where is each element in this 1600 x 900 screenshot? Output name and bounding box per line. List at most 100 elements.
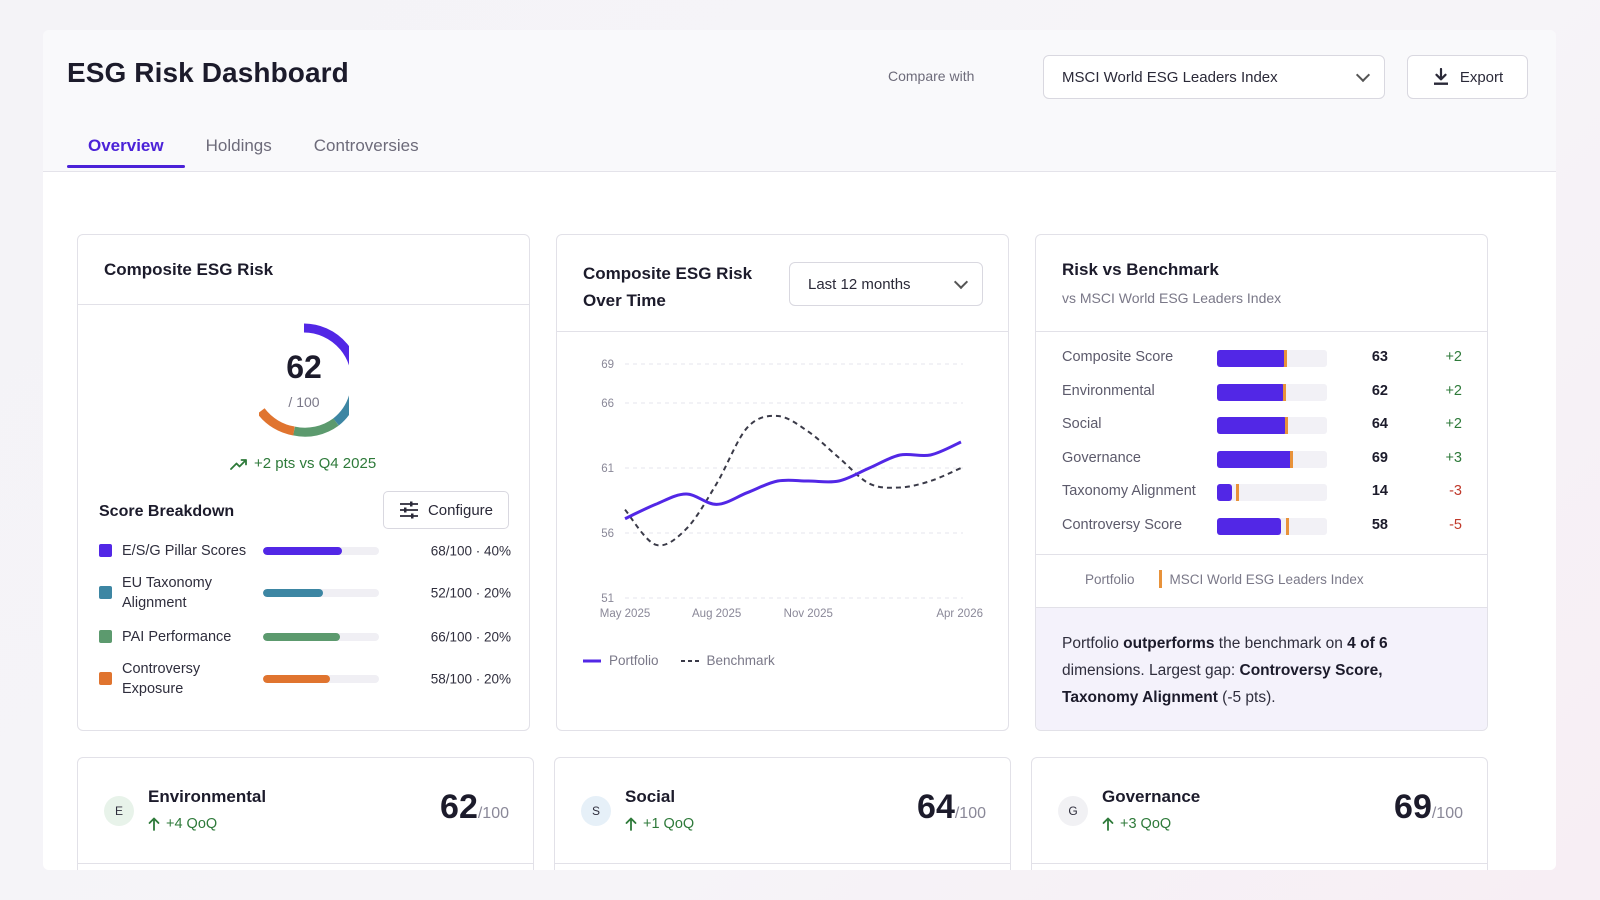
benchmark-insight: Portfolio outperforms the benchmark on 4… (1036, 607, 1487, 730)
range-select[interactable]: Last 12 months (789, 262, 983, 306)
configure-button[interactable]: Configure (383, 491, 509, 529)
breakdown-title: Score Breakdown (99, 503, 235, 520)
pillar-card-top: S Social +1 QoQ 64/100 (555, 758, 1010, 864)
chart-legend: Portfolio Benchmark (583, 653, 775, 668)
benchmark-row-label: Controversy Score (1062, 517, 1183, 533)
y-tick-label: 66 (601, 398, 614, 410)
benchmark-select[interactable]: MSCI World ESG Leaders Index (1043, 55, 1385, 99)
y-tick-label: 61 (601, 463, 614, 475)
download-icon (1433, 68, 1448, 85)
portfolio-bar (1217, 451, 1293, 468)
benchmark-row-delta: -3 (1449, 483, 1462, 499)
benchmark-legend: Portfolio MSCI World ESG Leaders Index (1085, 570, 1364, 588)
legend-label-portfolio: Portfolio (1085, 571, 1135, 587)
composite-score-max: / 100 (288, 394, 320, 410)
breakdown-row: E/S/G Pillar Scores 68/100 · 40% (99, 531, 511, 571)
legend-swatch-portfolio (583, 659, 601, 662)
benchmark-row: Governance 69 +3 (1062, 444, 1462, 474)
x-tick-label: Nov 2025 (784, 608, 833, 620)
breakdown-swatch (99, 630, 112, 643)
header: ESG Risk Dashboard Compare with MSCI Wor… (43, 30, 1556, 172)
benchmark-row-label: Environmental (1062, 383, 1155, 399)
pillar-card-top: E Environmental +4 QoQ 62/100 (78, 758, 533, 864)
benchmark-row: Environmental 62 +2 (1062, 377, 1462, 407)
pillar-card-social[interactable]: S Social +1 QoQ 64/100 (554, 757, 1011, 870)
arrow-up-icon (625, 817, 637, 831)
pillar-qoq: +4 QoQ (148, 816, 217, 832)
breakdown-bar-fill (263, 547, 342, 555)
benchmark-marker-swatch (1158, 570, 1162, 588)
benchmark-row-delta: +3 (1445, 450, 1462, 466)
breakdown-label: EU Taxonomy Alignment (122, 575, 212, 611)
portfolio-bar (1217, 417, 1287, 434)
x-tick-label: Apr 2026 (936, 608, 983, 620)
benchmark-select-value: MSCI World ESG Leaders Index (1062, 68, 1278, 86)
benchmark-row-value: 14 (1371, 483, 1388, 499)
pillar-badge: G (1058, 796, 1088, 826)
benchmark-row-value: 69 (1371, 450, 1388, 466)
benchmark-bar-track (1217, 484, 1327, 501)
pillar-card-governance[interactable]: G Governance +3 QoQ 69/100 (1031, 757, 1488, 870)
card-title: Risk vs Benchmark (1062, 260, 1219, 279)
benchmark-row: Social 64 +2 (1062, 410, 1462, 440)
pillar-score: 62/100 (440, 788, 509, 827)
configure-label: Configure (427, 501, 494, 519)
x-tick-label: May 2025 (600, 608, 651, 620)
pillar-score-max: /100 (477, 805, 509, 822)
insight-text: (-5 pts). (1217, 689, 1276, 706)
divider (1036, 554, 1487, 555)
breakdown-value: 58/100 · 20% (430, 671, 511, 687)
pillar-name: Governance (1102, 787, 1201, 806)
benchmark-bar-track (1217, 384, 1327, 401)
sliders-icon (399, 501, 418, 519)
arrow-up-icon (148, 817, 160, 831)
benchmark-marker (1285, 417, 1288, 434)
card-title: Composite ESG Risk Over Time (583, 264, 753, 310)
benchmark-row-delta: -5 (1449, 517, 1462, 533)
donut-segment-pillar (303, 323, 349, 366)
pillar-score-value: 64 (917, 788, 955, 826)
breakdown-bar-track (263, 547, 379, 555)
breakdown-swatch (99, 586, 112, 599)
breakdown-value: 66/100 · 20% (430, 629, 511, 645)
insight-text: the benchmark on (1214, 635, 1348, 652)
pillar-card-environmental[interactable]: E Environmental +4 QoQ 62/100 (77, 757, 534, 870)
benchmark-row: Taxonomy Alignment 14 -3 (1062, 477, 1462, 507)
breakdown-value: 52/100 · 20% (430, 585, 511, 601)
insight-emphasis: 4 of 6 (1347, 635, 1388, 652)
compare-label: Compare with (888, 68, 975, 84)
breakdown-value: 68/100 · 40% (430, 543, 511, 559)
donut-segment-pai (293, 418, 339, 437)
pillar-qoq-text: +3 QoQ (1120, 816, 1172, 832)
composite-trend: +2 pts vs Q4 2025 (230, 455, 376, 472)
breakdown-bar-track (263, 589, 379, 597)
legend-item-benchmark: Benchmark (680, 653, 775, 668)
tab-bar: Overview Holdings Controversies (67, 126, 440, 172)
pillar-score: 64/100 (917, 788, 986, 827)
card-header: Composite ESG Risk (78, 235, 529, 305)
card-header: Composite ESG Risk Over Time Last 12 mon… (557, 235, 1008, 332)
x-tick-label: Aug 2025 (692, 608, 741, 620)
tab-controversies[interactable]: Controversies (313, 136, 419, 155)
benchmark-row-value: 63 (1371, 349, 1388, 365)
card-title: Composite ESG Risk (104, 260, 274, 279)
benchmark-row-label: Taxonomy Alignment (1062, 483, 1196, 499)
benchmark-row: Controversy Score 58 -5 (1062, 511, 1462, 541)
benchmark-row-delta: +2 (1445, 383, 1462, 399)
breakdown-label: E/S/G Pillar Scores (122, 543, 247, 559)
benchmark-row-value: 64 (1371, 416, 1388, 432)
export-button[interactable]: Export (1407, 55, 1528, 99)
tab-holdings[interactable]: Holdings (205, 136, 272, 155)
benchmark-bar-track (1217, 350, 1327, 367)
chevron-down-icon (953, 274, 969, 290)
breakdown-row: Controversy Exposure 58/100 · 20% (99, 659, 511, 699)
insight-text: dimensions. Largest gap: (1062, 662, 1240, 679)
tab-overview[interactable]: Overview (67, 126, 185, 172)
risk-over-time-card: Composite ESG Risk Over Time Last 12 mon… (556, 234, 1009, 731)
benchmark-row-label: Composite Score (1062, 349, 1174, 365)
benchmark-row: Composite Score 63 +2 (1062, 343, 1462, 373)
breakdown-bar-fill (263, 633, 340, 641)
insight-text: Portfolio (1062, 635, 1124, 652)
card-subtitle: vs MSCI World ESG Leaders Index (1062, 290, 1282, 306)
series-line-portfolio (624, 440, 962, 521)
